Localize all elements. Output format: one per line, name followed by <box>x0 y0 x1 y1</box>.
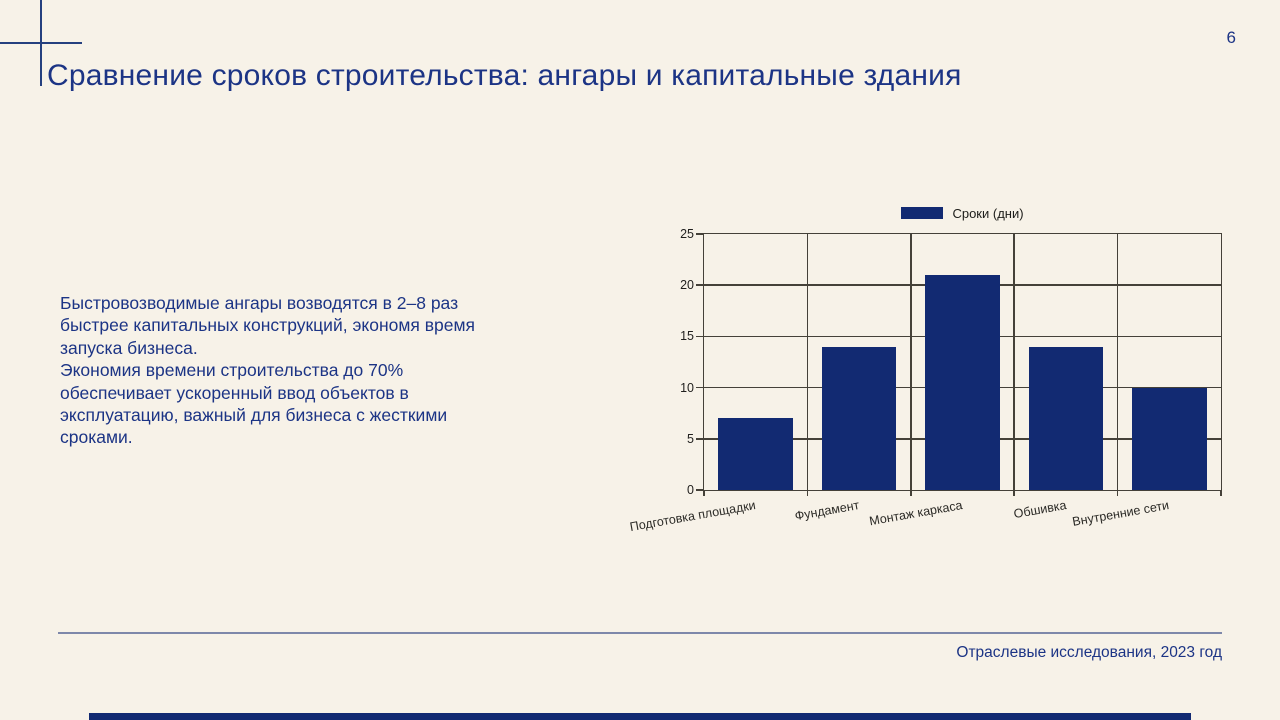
bottom-accent-bar <box>89 713 1191 720</box>
x-axis-tick <box>910 490 912 496</box>
bar-Внутренние сети <box>1132 387 1207 490</box>
bar-Подготовка площадки <box>718 418 793 490</box>
bar-Монтаж каркаса <box>925 274 1000 490</box>
y-axis-tick-label: 5 <box>687 431 694 446</box>
y-axis-tick <box>696 438 704 440</box>
page-number: 6 <box>1226 28 1236 47</box>
x-axis-label: Монтаж каркаса <box>868 498 964 529</box>
gridline-vertical <box>1116 234 1119 490</box>
y-axis-tick <box>696 335 704 338</box>
x-axis-tick <box>1013 490 1015 496</box>
gridline-vertical <box>806 234 809 490</box>
x-axis-tick <box>703 490 705 496</box>
x-axis-tick <box>1116 490 1119 496</box>
body-text-block: Быстровозводимые ангары возводятся в 2–8… <box>60 292 518 449</box>
y-axis-tick <box>696 489 704 491</box>
body-paragraph-1: Быстровозводимые ангары возводятся в 2–8… <box>60 293 475 358</box>
footer-source-text: Отраслевые исследования, 2023 год <box>956 644 1222 661</box>
slide-title: Сравнение сроков строительства: ангары и… <box>47 59 962 92</box>
gridline-vertical <box>910 234 912 490</box>
x-axis-label: Фундамент <box>793 498 861 524</box>
y-axis-tick-label: 20 <box>680 278 694 293</box>
x-axis-label: Подготовка площадки <box>629 498 757 535</box>
bar-Фундамент <box>821 346 897 490</box>
y-axis-tick <box>696 284 704 286</box>
x-axis-label: Обшивка <box>1012 498 1068 522</box>
y-axis-tick <box>696 386 704 389</box>
chart-legend: Сроки (дни) <box>703 205 1222 221</box>
x-axis-tick <box>806 490 809 496</box>
footer-divider-line <box>58 632 1222 634</box>
gridline-vertical <box>1013 234 1015 490</box>
legend-label: Сроки (дни) <box>952 205 1024 221</box>
y-axis-tick-label: 25 <box>680 227 694 241</box>
y-axis-tick <box>696 233 704 235</box>
decorative-cross-horizontal-line <box>0 42 82 44</box>
chart-plot: 0 5 10 15 20 25 Подготовка площадки Фундамент Мо… <box>629 227 1222 534</box>
y-axis-tick-label: 10 <box>680 380 694 395</box>
bar-Обшивка <box>1028 346 1104 490</box>
x-axis-tick <box>1220 490 1222 496</box>
y-axis-tick-label: 15 <box>680 329 694 344</box>
body-paragraph-2: Экономия времени строительства до 70% об… <box>60 360 448 448</box>
legend-color-swatch <box>901 207 944 219</box>
x-axis-label: Внутренние сети <box>1071 498 1171 529</box>
y-axis-tick-label: 0 <box>687 483 694 497</box>
